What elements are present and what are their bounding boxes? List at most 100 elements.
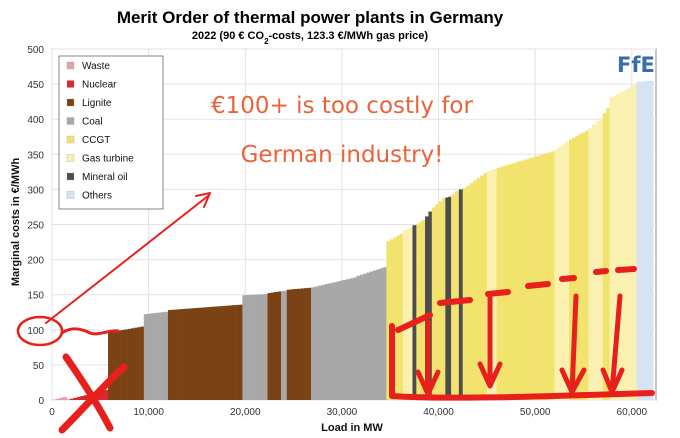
bar-ccgt [572, 137, 576, 400]
bar-nuclear [76, 396, 81, 400]
arrow-to-annotation [45, 195, 209, 324]
cross-out-stroke-2 [58, 363, 128, 434]
legend-box [58, 55, 164, 210]
bar-gas-turbine [629, 86, 634, 401]
bar-gas-turbine [588, 127, 593, 400]
bar-lignite [127, 328, 132, 400]
bar-coal [283, 290, 288, 400]
bar-lignite [277, 291, 282, 400]
bar-ccgt [527, 158, 531, 400]
bar-coal [328, 283, 333, 400]
bar-ccgt [537, 155, 542, 400]
bar-ccgt [396, 235, 400, 400]
bar-gas-turbine [609, 97, 614, 400]
legend-swatch [66, 61, 75, 70]
legend-label: Waste [82, 61, 110, 72]
bar-lignite [134, 327, 138, 400]
bar-lignite [198, 307, 203, 400]
y-tick-label: 100 [27, 326, 44, 337]
bar-ccgt [441, 197, 446, 400]
down-arrow-2 [477, 295, 503, 389]
bar-ccgt [473, 180, 477, 400]
bar-gas-turbine [490, 170, 494, 400]
bar-gas-turbine [612, 95, 617, 400]
arrow-head [195, 192, 211, 208]
x-tick-label: 60,000 [617, 407, 648, 418]
bar-lignite [188, 308, 192, 400]
legend-label: Lignite [82, 98, 112, 109]
legend-label: CCGT [82, 135, 110, 146]
hand-drawn-marks [16, 192, 655, 434]
y-tick-label: 150 [27, 291, 44, 302]
bar-ccgt [578, 134, 583, 400]
cross-out-stroke-1 [62, 353, 114, 432]
bar-coal [338, 280, 343, 400]
bar-lignite [235, 304, 240, 400]
bar-ccgt [520, 160, 525, 400]
bar-ccgt [392, 237, 397, 400]
bar-gas-turbine [591, 124, 596, 400]
bar-lignite [167, 310, 172, 400]
bar-ccgt [399, 233, 404, 400]
legend-label: Others [82, 191, 112, 202]
y-tick-label: 200 [27, 256, 44, 267]
bar-coal [281, 291, 285, 400]
bar-coal [321, 284, 326, 400]
legend-swatch [66, 98, 75, 107]
down-arrow-1 [415, 319, 441, 397]
bar-coal [154, 312, 158, 400]
bar-gas-turbine [626, 88, 631, 401]
bar-nuclear [69, 398, 74, 400]
bar-coal [335, 281, 340, 400]
bar-lignite [171, 309, 176, 400]
bar-lignite [270, 292, 275, 400]
bar-ccgt [435, 204, 439, 400]
bar-lignite [290, 289, 295, 400]
bar-ccgt [510, 163, 514, 400]
x-tick-label: 30,000 [327, 407, 358, 418]
bar-nuclear [104, 389, 109, 400]
y-tick-label: 250 [27, 221, 44, 232]
bar-lignite [274, 291, 278, 400]
bar-coal [342, 279, 347, 400]
bar-gas-turbine [565, 141, 570, 401]
bar-coal [260, 294, 265, 400]
bar-ccgt [602, 113, 607, 401]
bar-lignite [208, 306, 213, 400]
bar-coal [147, 313, 152, 400]
bar-mineral-oil [458, 189, 464, 400]
bar-coal [369, 271, 374, 400]
bar-coal [356, 275, 361, 400]
bar-lignite [218, 306, 223, 400]
bar-gas-turbine [493, 168, 497, 400]
bar-lignite [300, 288, 305, 400]
bar-coal [150, 313, 155, 400]
bar-lignite [297, 288, 301, 400]
bar-nuclear [101, 390, 105, 400]
bar-ccgt [389, 239, 394, 400]
bar-coal [317, 285, 322, 400]
bar-lignite [232, 305, 236, 400]
bar-nuclear [73, 397, 78, 400]
legend-swatch [66, 80, 75, 88]
bar-lignite [211, 306, 216, 400]
bar-ccgt [585, 130, 589, 401]
bar-coal [263, 294, 268, 400]
annotation-line-2: German industry! [241, 142, 444, 168]
bar-mineral-oil [428, 211, 433, 400]
bar-ccgt [483, 173, 488, 400]
bar-coal [245, 295, 250, 400]
bar-ccgt [422, 219, 426, 400]
ffe-logo: FfE [617, 53, 655, 77]
bar-ccgt [496, 167, 501, 400]
bar-ccgt [575, 135, 579, 400]
legend-label: Nuclear [82, 80, 117, 91]
merit-order-bars [52, 80, 654, 401]
bar-lignite [184, 308, 189, 400]
bar-coal [349, 278, 354, 400]
legend-label: Coal [82, 117, 103, 128]
bar-lignite [228, 305, 233, 400]
bar-lignite [238, 304, 243, 400]
bar-lignite [222, 305, 226, 400]
x-axis-ticks: 0 10,000 20,000 30,000 40,000 50,000 60,000 [49, 407, 647, 418]
